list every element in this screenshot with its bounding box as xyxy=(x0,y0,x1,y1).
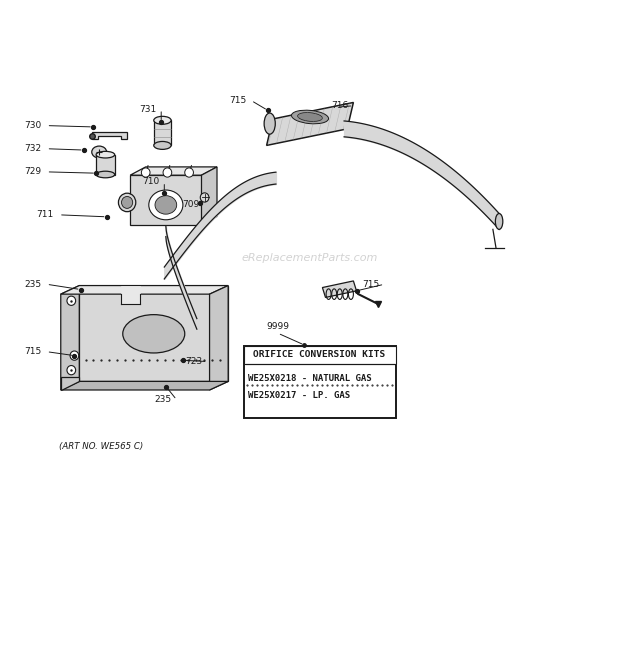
Text: WE25X0217 - LP. GAS: WE25X0217 - LP. GAS xyxy=(248,391,350,400)
Circle shape xyxy=(141,168,150,177)
Polygon shape xyxy=(130,167,217,175)
Ellipse shape xyxy=(298,112,322,122)
Polygon shape xyxy=(267,102,353,145)
Ellipse shape xyxy=(92,146,107,158)
Text: 235: 235 xyxy=(154,395,172,405)
Text: 729: 729 xyxy=(24,167,42,176)
Ellipse shape xyxy=(123,315,185,353)
Text: eReplacementParts.com: eReplacementParts.com xyxy=(242,253,378,263)
Text: 731: 731 xyxy=(139,104,156,114)
Polygon shape xyxy=(202,167,217,225)
Text: 711: 711 xyxy=(37,210,54,219)
Text: 715: 715 xyxy=(362,280,379,289)
Ellipse shape xyxy=(264,113,275,134)
Ellipse shape xyxy=(154,141,171,149)
Text: 730: 730 xyxy=(24,121,42,130)
Text: 9999: 9999 xyxy=(266,322,290,331)
Ellipse shape xyxy=(122,196,133,208)
Ellipse shape xyxy=(291,110,329,124)
Ellipse shape xyxy=(154,116,171,124)
Circle shape xyxy=(163,168,172,177)
Ellipse shape xyxy=(495,214,503,229)
Text: ORIFICE CONVERSION KITS: ORIFICE CONVERSION KITS xyxy=(254,350,386,360)
Polygon shape xyxy=(61,286,228,294)
Text: 732: 732 xyxy=(24,144,42,153)
Text: 715: 715 xyxy=(24,347,42,356)
Polygon shape xyxy=(61,377,79,390)
Text: 710: 710 xyxy=(142,177,159,186)
Polygon shape xyxy=(130,175,202,225)
FancyBboxPatch shape xyxy=(244,346,396,418)
Circle shape xyxy=(67,296,76,305)
Polygon shape xyxy=(61,381,228,390)
Text: 715: 715 xyxy=(229,96,246,105)
Circle shape xyxy=(185,168,193,177)
Polygon shape xyxy=(322,281,356,297)
Ellipse shape xyxy=(200,193,209,202)
Ellipse shape xyxy=(118,193,136,212)
Text: WE25X0218 - NATURAL GAS: WE25X0218 - NATURAL GAS xyxy=(248,373,371,383)
Polygon shape xyxy=(210,286,228,390)
Polygon shape xyxy=(92,132,127,139)
Polygon shape xyxy=(61,286,79,390)
Polygon shape xyxy=(121,286,140,304)
Polygon shape xyxy=(79,286,228,381)
Circle shape xyxy=(70,351,79,360)
Text: 709: 709 xyxy=(182,200,200,210)
Circle shape xyxy=(67,366,76,375)
Bar xyxy=(96,155,115,175)
Ellipse shape xyxy=(149,190,183,219)
Ellipse shape xyxy=(155,196,177,214)
Ellipse shape xyxy=(96,151,115,158)
FancyBboxPatch shape xyxy=(244,346,396,364)
Bar xyxy=(154,120,171,145)
Text: 716: 716 xyxy=(331,101,348,110)
Text: 723: 723 xyxy=(185,357,203,366)
Text: 235: 235 xyxy=(24,280,42,289)
Ellipse shape xyxy=(96,171,115,178)
Text: (ART NO. WE565 C): (ART NO. WE565 C) xyxy=(59,442,143,451)
